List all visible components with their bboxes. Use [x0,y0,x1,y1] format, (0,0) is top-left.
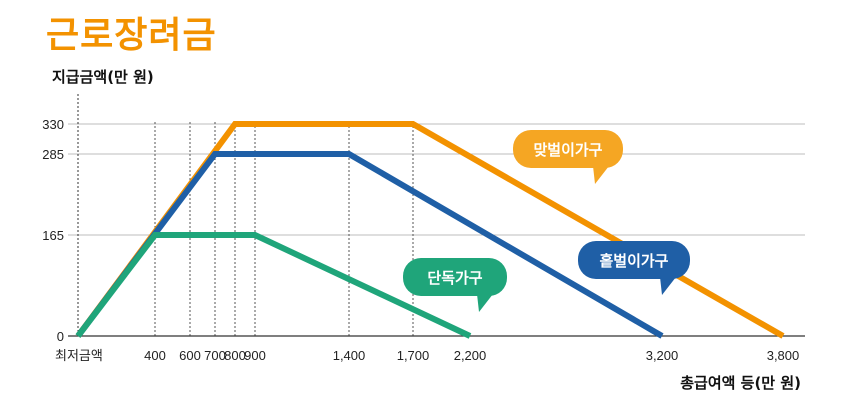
series-line-1 [75,151,664,339]
x-tick-label-0: 최저금액 [55,348,103,363]
legend-bubble-2 [403,258,507,296]
y-tick-label-0: 0 [57,329,64,344]
y-tick-label-165: 165 [42,228,64,243]
y-tick-label-330: 330 [42,117,64,132]
y-tick-label-285: 285 [42,147,64,162]
x-tick-label-3200: 3,200 [646,348,679,363]
x-axis-label: 총급여액 등(만 원) [680,374,801,392]
x-tick-label-2200: 2,200 [454,348,487,363]
x-tick-label-800: 800 [224,348,246,363]
legend-bubble-tail-0 [593,166,609,184]
legend-label-1: 홑벌이가구 [599,252,668,270]
x-tick-label-400: 400 [144,348,166,363]
x-tick-label-1400: 1,400 [333,348,366,363]
y-axis-label: 지급금액(만 원) [52,68,154,86]
legend-bubble-0 [513,130,623,168]
legend-bubble-1 [578,241,690,279]
legend-label-2: 단독가구 [427,269,482,287]
x-tick-label-3800: 3,800 [767,348,800,363]
legend-bubble-tail-1 [660,277,676,295]
x-tick-label-1700: 1,700 [397,348,430,363]
series-line-2 [75,232,472,339]
x-tick-label-700: 700 [204,348,226,363]
x-tick-label-900: 900 [244,348,266,363]
x-tick-label-600: 600 [179,348,201,363]
series-line-0 [75,121,785,339]
legend-bubble-tail-2 [477,294,493,312]
legend-label-0: 맞벌이가구 [533,141,602,159]
chart-title: 근로장려금 [46,15,217,56]
